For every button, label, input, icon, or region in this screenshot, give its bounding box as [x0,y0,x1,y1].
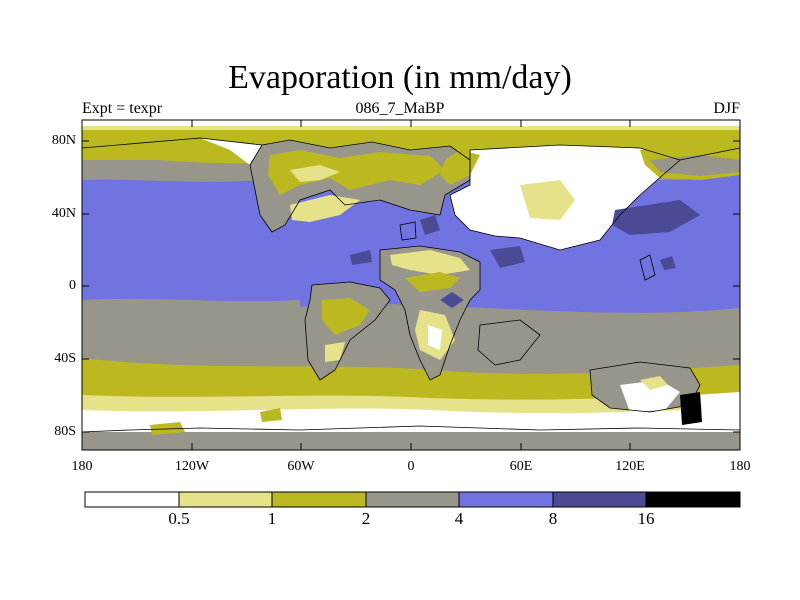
central-africa-olive-patch [405,272,460,292]
lat-label-40n: 40N [51,206,76,221]
pacific-grey-streak [82,298,300,320]
south-america-pale-patch [325,342,345,362]
north-america-pale-patch [290,165,340,182]
north-america-olive-region [268,150,445,195]
north-pacific-max-patch [612,200,700,235]
colorbar-label-16: 16 [637,509,655,528]
lat-label-0: 0 [69,278,76,293]
experiment-label: Expt = texpr [82,100,163,117]
colorbar-swatch-1 [179,492,272,507]
colorbar-swatch-6 [646,492,740,507]
lon-label-180e: 180 [729,459,751,474]
eurasia-pale-patch [520,180,575,220]
colorbar [84,491,741,508]
mediterranean-max-patch [420,215,440,235]
lon-label-120e: 120E [615,459,645,474]
colorbar-swatch-3 [366,492,459,507]
southern-africa-white-patch [428,325,442,350]
time-period-label: 086_7_MaBP [355,100,445,117]
lon-label-60e: 60E [509,459,533,474]
lon-label-60w: 60W [287,459,315,474]
season-label: DJF [713,100,740,117]
south-america-olive-patch [322,298,370,335]
colorbar-label-2: 2 [361,509,371,528]
sahara-pale-region [390,250,470,275]
arabian-sea-max-patch [490,246,525,268]
lon-label-0: 0 [407,459,415,474]
lat-label-80s: 80S [54,424,76,439]
australia-pale-patch [640,376,668,390]
antarctic-olive-patch-2 [260,408,282,422]
lon-label-120w: 120W [174,459,210,474]
east-asia-grey-patch [650,155,740,176]
lat-label-40s: 40S [54,351,76,366]
southern-ocean-black-patch [680,392,702,425]
southeast-white-patch [700,392,740,428]
colorbar-frame [84,491,741,508]
colorbar-label-4: 4 [454,509,464,528]
australia-white-patch [620,380,680,412]
colorbar-swatch-2 [272,492,366,507]
map-fill [82,120,740,450]
equatorial-atlantic-max-patch [440,292,464,308]
antarctic-olive-patch-1 [150,422,185,435]
antarctic-grey-band [82,432,740,450]
plot-title: Evaporation (in mm/day) [228,59,572,96]
north-america-south-pale-patch [290,195,360,222]
north-white-patch [200,138,262,165]
lon-label-180w: 180 [71,459,93,474]
colorbar-swatch-5 [553,492,646,507]
lat-label-80n: 80N [51,133,76,148]
colorbar-swatch-4 [459,492,553,507]
colorbar-label-1: 1 [267,509,277,528]
colorbar-swatch-0 [85,492,179,507]
colorbar-label-8: 8 [548,509,558,528]
coastlines [82,137,740,433]
west-pacific-max-patch [660,256,676,270]
colorbar-label-0-5: 0.5 [168,509,190,528]
caribbean-max-patch [350,250,372,265]
axis-ticks [82,120,740,450]
